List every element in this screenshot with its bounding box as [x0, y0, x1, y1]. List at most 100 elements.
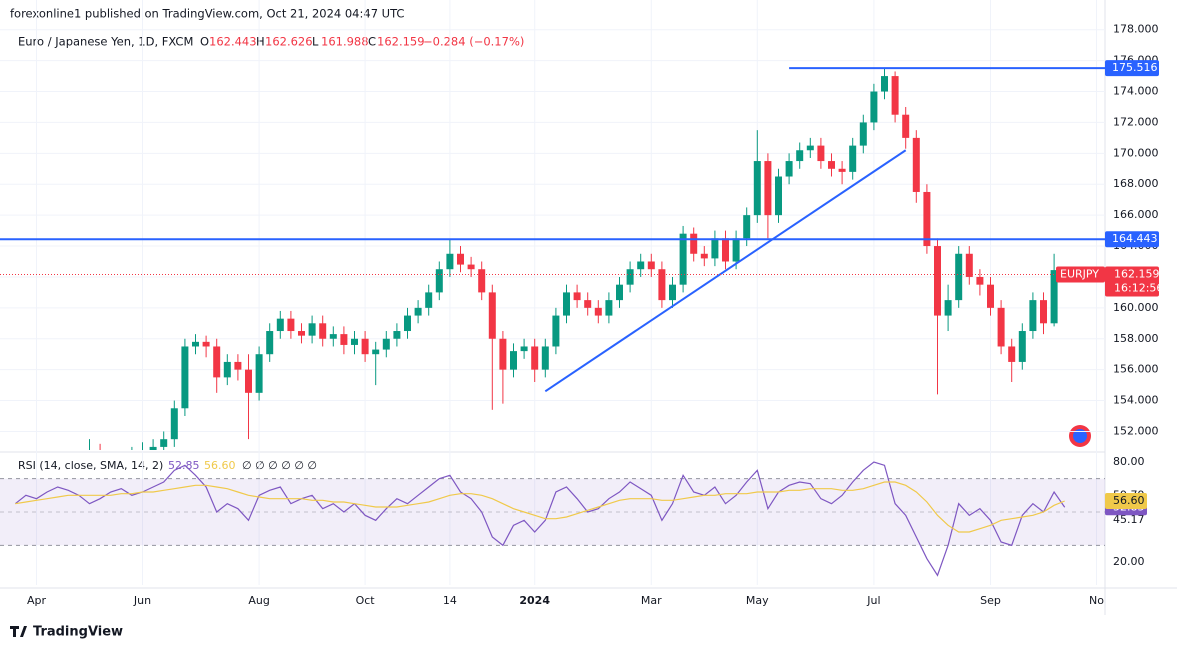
candle-body [955, 253, 963, 301]
candle-body [647, 261, 655, 270]
y-tick-label: 166.000 [1113, 208, 1159, 221]
candle-body [223, 361, 231, 378]
candle-body [1008, 346, 1016, 362]
candle-body [753, 161, 761, 216]
candle-body [1050, 270, 1058, 324]
candle-body [435, 269, 443, 293]
candle-body [923, 191, 931, 247]
candle-body [669, 284, 676, 301]
y-tick-label: 154.000 [1113, 394, 1159, 407]
candle-body [1029, 300, 1037, 332]
candle-body [329, 334, 337, 339]
candle-body [340, 334, 348, 345]
y-tick-label: 174.000 [1113, 85, 1159, 98]
ohlc-value: 162.626 [265, 35, 313, 49]
candle-body [149, 446, 157, 450]
candle-body [616, 284, 623, 301]
candle-body [393, 331, 401, 339]
candle-body [552, 315, 560, 347]
candle-body [870, 91, 878, 123]
rsi-value: 52.85 [168, 459, 200, 472]
y-tick-label: 160.000 [1113, 301, 1159, 314]
candle-body [255, 354, 263, 393]
x-tick-label: Oct [356, 594, 376, 607]
candle-body [658, 269, 666, 301]
candle-body [414, 307, 422, 316]
candle-body [743, 215, 751, 239]
candle-body [319, 323, 327, 339]
candle-body [181, 346, 189, 409]
rsi-icons: ∅ ∅ ∅ ∅ ∅ ∅ [242, 459, 317, 472]
y-tick-label: 20.00 [1113, 555, 1145, 568]
y-tick-label: 168.000 [1113, 177, 1159, 190]
candle-body [859, 122, 867, 146]
candle-body [785, 161, 793, 177]
y-tick-label: 152.000 [1113, 424, 1159, 437]
candle-body [573, 292, 581, 301]
candle-body [541, 346, 549, 370]
candle-body [478, 269, 486, 293]
x-tick-label: 14 [443, 594, 457, 607]
candle-body [912, 137, 920, 192]
candle-body [457, 253, 464, 265]
price-tag-label: 175.516 [1112, 61, 1158, 74]
y-tick-label: 172.000 [1113, 115, 1159, 128]
candle-body [987, 284, 994, 308]
candle-body [944, 300, 952, 316]
candle-body [1018, 331, 1026, 362]
candle-body [965, 253, 973, 277]
candle-body [796, 150, 804, 162]
candle-body [404, 315, 411, 332]
candle-body [276, 318, 284, 332]
y-tick-label: 178.000 [1113, 23, 1159, 36]
candle-body [700, 253, 708, 259]
candle-body [722, 238, 729, 262]
candle-body [170, 408, 178, 440]
candle-body [372, 349, 380, 355]
alert-icon-inner [1073, 429, 1087, 443]
candle-body [308, 323, 316, 336]
x-tick-label: Apr [27, 594, 47, 607]
candle-body [287, 318, 295, 332]
ohlc-label: L [312, 35, 319, 49]
candle-body [213, 346, 221, 378]
candle-body [891, 76, 899, 115]
x-tick-label: No [1089, 594, 1104, 607]
logo [10, 626, 27, 637]
candle-body [902, 114, 910, 138]
ohlc-value: 162.159 [377, 35, 425, 49]
y-tick-label: 80.00 [1113, 455, 1145, 468]
candle-body [584, 300, 592, 308]
candle-body [499, 338, 507, 370]
candle-body [563, 292, 570, 316]
rsi-line [14, 461, 1066, 577]
brand: TradingView [33, 625, 123, 640]
x-tick-label: Jul [866, 594, 880, 607]
candle-body [160, 439, 168, 447]
candle-body [202, 341, 210, 347]
candle-body [849, 145, 857, 172]
candle-body [446, 253, 454, 270]
byline: forexonline1 published on TradingView.co… [10, 7, 404, 21]
candle-body [234, 361, 242, 370]
candle-body [775, 176, 782, 216]
symbol-title: Euro / Japanese Yen, 1D, FXCM [18, 35, 193, 49]
trend-line [544, 149, 907, 393]
candle-body [266, 331, 274, 355]
candle-body [690, 233, 698, 254]
ohlc-label: C [368, 35, 376, 49]
candle-body [605, 300, 613, 316]
price-tag-label: 162.159 [1114, 267, 1160, 280]
x-tick-label: Sep [980, 594, 1001, 607]
candle-body [531, 346, 539, 370]
candle-body [192, 341, 199, 347]
price-tag-label: 164.443 [1112, 232, 1158, 245]
candle-body [764, 161, 772, 216]
rsi-line [15, 481, 1065, 533]
y-tick-label: 45.17 [1113, 513, 1145, 526]
ohlc-label: H [256, 35, 265, 49]
ohlc-value: 162.443 [209, 35, 257, 49]
candle-body [732, 238, 740, 262]
